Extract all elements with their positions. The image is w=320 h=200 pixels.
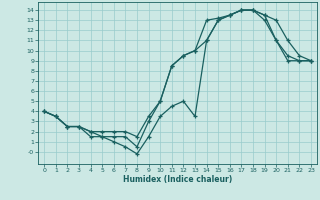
X-axis label: Humidex (Indice chaleur): Humidex (Indice chaleur) xyxy=(123,175,232,184)
